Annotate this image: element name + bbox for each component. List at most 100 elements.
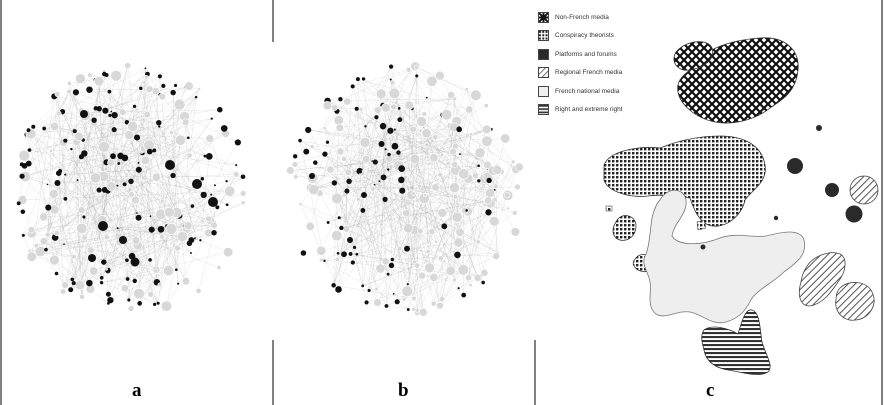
network-node xyxy=(159,233,165,240)
network-edge xyxy=(336,108,400,199)
cluster-non-french-small xyxy=(673,41,714,71)
network-edge xyxy=(300,203,329,223)
network-node xyxy=(331,230,343,242)
network-node xyxy=(127,305,135,312)
network-edge xyxy=(159,76,177,270)
network-edge xyxy=(69,83,83,297)
network-edge xyxy=(352,86,451,126)
network-node xyxy=(350,84,355,89)
network-node xyxy=(107,267,111,271)
network-node xyxy=(510,159,516,165)
network-node xyxy=(194,95,198,99)
network-edge xyxy=(80,78,204,195)
swatch-light-icon xyxy=(538,85,549,97)
network-edge xyxy=(374,184,409,229)
network-node xyxy=(483,103,489,109)
network-edge xyxy=(429,141,488,268)
network-node xyxy=(373,183,376,186)
network-edge xyxy=(315,162,418,314)
network-node xyxy=(61,281,69,289)
network-edge xyxy=(346,200,489,229)
network-edge xyxy=(117,185,163,202)
network-edge xyxy=(48,189,105,208)
network-edge xyxy=(138,76,161,294)
network-edge xyxy=(393,106,456,197)
network-edge xyxy=(401,179,424,313)
network-edge xyxy=(161,236,169,271)
network-node xyxy=(461,292,467,298)
network-node xyxy=(424,262,435,274)
network-edge xyxy=(89,88,200,90)
network-node xyxy=(414,64,419,70)
network-node xyxy=(181,277,191,286)
network-node xyxy=(210,193,213,196)
network-node xyxy=(42,126,47,131)
network-edge xyxy=(103,86,187,263)
network-node xyxy=(26,251,37,262)
network-node xyxy=(107,158,115,167)
network-edge xyxy=(336,198,415,262)
network-node xyxy=(492,165,503,175)
network-node xyxy=(111,127,117,133)
network-node xyxy=(397,245,403,251)
network-node xyxy=(319,257,324,263)
network-edge xyxy=(77,68,146,181)
network-node xyxy=(86,279,93,287)
network-node xyxy=(480,268,489,277)
network-node xyxy=(360,207,366,213)
network-node xyxy=(336,252,340,255)
network-edge xyxy=(54,91,110,210)
network-node xyxy=(394,100,399,105)
network-edge xyxy=(344,158,451,271)
network-node xyxy=(203,154,207,158)
network-node xyxy=(165,223,178,235)
network-node xyxy=(381,103,391,113)
network-edge xyxy=(366,293,394,303)
cluster-regional-media-3 xyxy=(849,175,879,205)
network-node xyxy=(176,231,188,243)
network-node xyxy=(39,212,49,222)
network-node xyxy=(415,74,419,78)
network-node xyxy=(397,107,401,110)
network-edge xyxy=(333,259,338,286)
network-node xyxy=(401,297,407,302)
network-graph-a xyxy=(16,62,247,312)
network-node xyxy=(331,104,338,111)
network-edge xyxy=(105,76,160,111)
network-edge xyxy=(75,91,110,93)
network-edge xyxy=(416,67,418,313)
network-edge xyxy=(299,140,325,261)
network-edge xyxy=(334,75,417,183)
network-edge xyxy=(75,92,81,286)
network-node xyxy=(183,221,193,230)
network-edge xyxy=(426,133,433,232)
network-node xyxy=(465,105,474,114)
network-node xyxy=(153,302,157,307)
network-node xyxy=(412,259,418,265)
network-node xyxy=(474,147,486,159)
legend: Non-French media Conspiracy theorists Pl… xyxy=(538,8,698,119)
network-node xyxy=(512,210,518,216)
network-node xyxy=(46,183,49,186)
network-node xyxy=(378,180,381,183)
network-edge xyxy=(36,207,218,246)
network-node xyxy=(205,153,213,160)
network-node xyxy=(418,271,426,280)
network-edge xyxy=(362,241,479,286)
network-hub-node xyxy=(361,192,367,198)
network-edge xyxy=(377,207,450,303)
network-edge xyxy=(34,134,55,261)
network-edge xyxy=(31,193,244,257)
network-edge xyxy=(66,174,157,283)
network-node xyxy=(70,277,75,282)
cluster-platforms-forums-6 xyxy=(700,244,706,250)
network-node xyxy=(388,262,395,269)
network-edge xyxy=(330,121,422,170)
network-node xyxy=(348,252,353,256)
network-node xyxy=(110,70,122,82)
network-edge xyxy=(50,150,103,221)
network-edge xyxy=(311,146,468,212)
network-edge xyxy=(131,194,155,305)
network-edge xyxy=(337,190,403,260)
network-edge xyxy=(324,128,484,283)
